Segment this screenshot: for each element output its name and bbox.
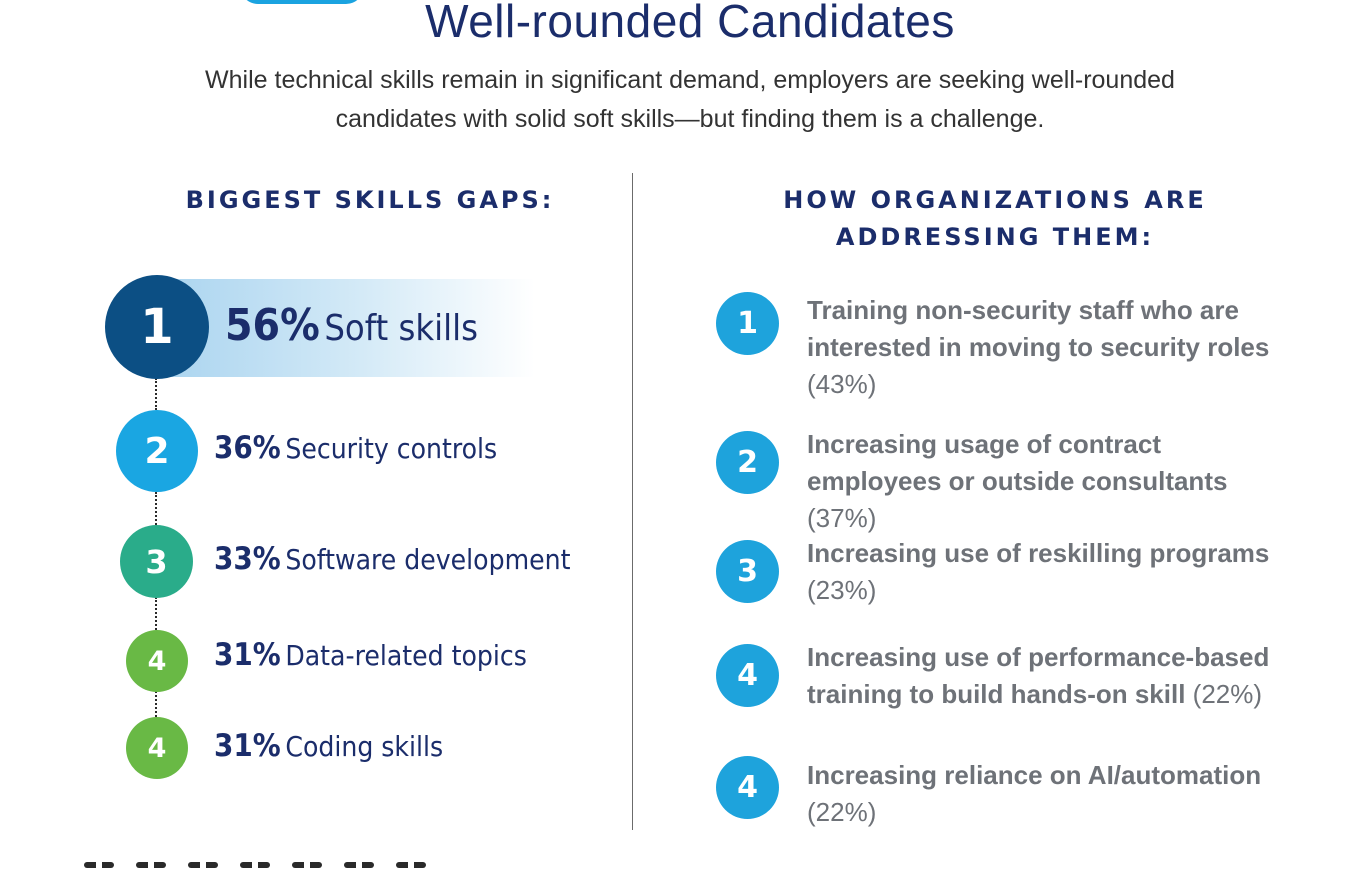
skill-label: Software development bbox=[285, 543, 571, 576]
skill-percent: 33% bbox=[214, 541, 281, 577]
rank-number: 2 bbox=[144, 430, 170, 472]
rank-number: 1 bbox=[737, 306, 758, 341]
approach-circle-1: 1 bbox=[716, 292, 779, 355]
rank-circle-2: 2 bbox=[116, 410, 198, 492]
approach-item: Increasing use of performance-based trai… bbox=[807, 639, 1297, 713]
approach-circle-2: 2 bbox=[716, 431, 779, 494]
rank-number: 2 bbox=[737, 445, 758, 480]
approach-item: Increasing use of reskilling programs (2… bbox=[807, 535, 1297, 609]
skills-gap-item: 56% Soft skills bbox=[225, 300, 478, 351]
addressing-heading-line-2: ADDRESSING THEM: bbox=[835, 223, 1155, 251]
skill-label: Soft skills bbox=[324, 308, 478, 349]
rank-number: 3 bbox=[737, 554, 758, 589]
approach-text: Increasing usage of contract employees o… bbox=[807, 429, 1228, 496]
addressing-heading-line-1: HOW ORGANIZATIONS ARE bbox=[783, 186, 1207, 214]
subtitle-line-1: While technical skills remain in signifi… bbox=[205, 66, 1175, 94]
rank-number: 4 bbox=[737, 770, 758, 805]
rank-number: 1 bbox=[140, 299, 174, 355]
subtitle-line-2: candidates with solid soft skills—but fi… bbox=[335, 105, 1045, 133]
rank-circle-4: 4 bbox=[126, 630, 188, 692]
decorative-dots bbox=[84, 862, 426, 868]
approach-item: Increasing usage of contract employees o… bbox=[807, 426, 1297, 537]
rank-circle-3: 3 bbox=[120, 525, 193, 598]
approach-text: Increasing reliance on AI/automation bbox=[807, 760, 1262, 790]
decorative-arc bbox=[240, 0, 364, 4]
rank-circle-1: 1 bbox=[105, 275, 209, 379]
approach-text: Increasing use of reskilling programs bbox=[807, 538, 1270, 568]
skill-percent: 31% bbox=[214, 728, 281, 764]
rank-number: 4 bbox=[147, 732, 167, 764]
column-divider bbox=[632, 173, 633, 830]
rank-circle-4b: 4 bbox=[126, 717, 188, 779]
dotted-connector bbox=[155, 378, 157, 410]
approach-circle-4b: 4 bbox=[716, 756, 779, 819]
approach-text: Training non-security staff who are inte… bbox=[807, 295, 1270, 362]
rank-number: 4 bbox=[147, 645, 167, 677]
skill-label: Security controls bbox=[285, 432, 498, 465]
page-title: Well-rounded Candidates bbox=[425, 0, 955, 47]
rank-number: 4 bbox=[737, 658, 758, 693]
dotted-connector bbox=[155, 691, 157, 717]
skill-percent: 31% bbox=[214, 637, 281, 673]
skills-gaps-heading: BIGGEST SKILLS GAPS: bbox=[185, 186, 555, 214]
rank-number: 3 bbox=[145, 542, 168, 581]
skill-percent: 56% bbox=[225, 300, 320, 351]
skill-label: Data-related topics bbox=[285, 639, 527, 672]
approach-percent: (23%) bbox=[807, 575, 877, 605]
approach-circle-3: 3 bbox=[716, 540, 779, 603]
dotted-connector bbox=[155, 597, 157, 630]
approach-percent: (37%) bbox=[807, 503, 877, 533]
approach-percent: (43%) bbox=[807, 369, 877, 399]
approach-text: Increasing use of performance-based trai… bbox=[807, 642, 1270, 709]
approach-circle-4: 4 bbox=[716, 644, 779, 707]
skills-gap-item: 31% Coding skills bbox=[214, 728, 443, 764]
approach-item: Increasing reliance on AI/automation (22… bbox=[807, 757, 1297, 831]
top-skill-highlight bbox=[150, 279, 535, 377]
addressing-heading: HOW ORGANIZATIONS ARE ADDRESSING THEM: bbox=[700, 182, 1290, 256]
skills-gap-item: 33% Software development bbox=[214, 541, 570, 577]
approach-percent: (22%) bbox=[1192, 679, 1263, 709]
skill-label: Coding skills bbox=[285, 730, 444, 763]
skills-gap-item: 31% Data-related topics bbox=[214, 637, 527, 673]
skills-gap-item: 36% Security controls bbox=[214, 430, 497, 466]
skill-percent: 36% bbox=[214, 430, 281, 466]
page-subtitle: While technical skills remain in signifi… bbox=[140, 61, 1240, 139]
dotted-connector bbox=[155, 492, 157, 525]
approach-percent: (22%) bbox=[807, 797, 877, 827]
approach-item: Training non-security staff who are inte… bbox=[807, 292, 1297, 403]
